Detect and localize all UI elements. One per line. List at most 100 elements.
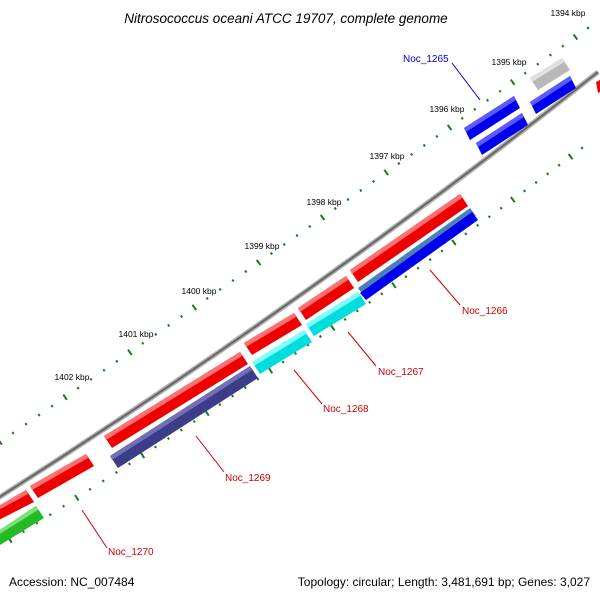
minor-tick bbox=[88, 487, 92, 491]
minor-tick bbox=[295, 233, 299, 238]
kbp-label: 1398 kbp bbox=[307, 197, 342, 207]
callout-line bbox=[81, 509, 108, 549]
minor-tick bbox=[218, 403, 222, 407]
major-tick bbox=[74, 494, 80, 502]
minor-tick bbox=[76, 386, 80, 390]
minor-tick bbox=[473, 107, 477, 111]
minor-tick bbox=[410, 152, 414, 156]
major-tick bbox=[509, 79, 516, 86]
minor-tick bbox=[561, 44, 565, 48]
minor-tick bbox=[48, 513, 52, 517]
minor-tick bbox=[359, 188, 363, 193]
minor-tick bbox=[11, 431, 15, 435]
minor-tick bbox=[333, 206, 337, 211]
major-tick bbox=[139, 452, 146, 459]
tick-rings bbox=[0, 26, 590, 544]
minor-tick bbox=[534, 180, 538, 184]
minor-tick bbox=[179, 428, 183, 432]
minor-tick bbox=[422, 143, 426, 147]
minor-tick bbox=[141, 341, 145, 345]
minor-tick bbox=[499, 206, 503, 210]
gene-label-noc-1268: Noc_1268 bbox=[323, 404, 369, 415]
major-tick bbox=[0, 440, 3, 446]
callout-line bbox=[293, 369, 323, 405]
minor-tick bbox=[308, 224, 312, 229]
minor-tick bbox=[546, 172, 550, 176]
major-tick bbox=[191, 304, 198, 311]
minor-tick bbox=[282, 242, 286, 247]
gene-feature-red-1 bbox=[350, 194, 468, 282]
gene-feature-noc-1265-a bbox=[464, 96, 520, 140]
genome-summary-text: Topology: circular; Length: 3,481,691 bp… bbox=[298, 575, 591, 589]
minor-tick bbox=[343, 317, 347, 321]
kbp-label: 1394 kbp bbox=[551, 8, 586, 18]
gene-feature-noc-1270 bbox=[0, 506, 44, 545]
major-tick bbox=[391, 282, 397, 289]
minor-tick bbox=[435, 134, 439, 138]
minor-tick bbox=[523, 71, 527, 75]
minor-tick bbox=[476, 223, 480, 227]
callout-line bbox=[347, 331, 377, 367]
minor-tick bbox=[522, 189, 527, 193]
minor-tick bbox=[557, 163, 561, 167]
minor-tick bbox=[231, 394, 235, 398]
minor-tick bbox=[586, 26, 590, 30]
kbp-label: 1400 kbp bbox=[182, 286, 217, 296]
gene-feature-noc-1267 bbox=[306, 292, 366, 336]
minor-tick bbox=[371, 179, 376, 183]
gene-feature-noc-1264 bbox=[530, 58, 570, 90]
gene-feature-noc-1266 bbox=[358, 208, 478, 300]
gene-feature-noc-1265-b bbox=[530, 76, 576, 114]
callout-line bbox=[195, 435, 225, 473]
minor-tick bbox=[355, 309, 359, 313]
minor-tick bbox=[244, 269, 248, 274]
minor-tick bbox=[397, 161, 401, 165]
minor-tick bbox=[102, 368, 106, 372]
minor-tick bbox=[269, 251, 273, 256]
gene-feature-red-6 bbox=[0, 490, 34, 520]
kbp-label: 1396 kbp bbox=[430, 104, 465, 114]
minor-tick bbox=[416, 266, 420, 270]
minor-tick bbox=[580, 146, 584, 150]
gene-label-noc-1267: Noc_1267 bbox=[378, 367, 424, 378]
major-tick bbox=[383, 169, 389, 176]
callout-line bbox=[429, 269, 461, 306]
minor-tick bbox=[166, 436, 170, 441]
gene-label-noc-1266: Noc_1266 bbox=[462, 306, 508, 317]
minor-tick bbox=[192, 419, 196, 424]
gene-feature-red-4 bbox=[104, 352, 248, 448]
minor-tick bbox=[536, 62, 540, 66]
gene-feature-red-5 bbox=[30, 454, 94, 498]
minor-tick bbox=[21, 529, 25, 534]
minor-tick bbox=[368, 300, 372, 304]
minor-tick bbox=[62, 504, 66, 508]
minor-tick bbox=[89, 377, 93, 381]
minor-tick bbox=[115, 359, 119, 363]
minor-tick bbox=[281, 360, 285, 364]
minor-tick bbox=[440, 249, 444, 253]
gene-label-noc-1269: Noc_1269 bbox=[225, 473, 271, 484]
minor-tick bbox=[548, 53, 552, 57]
minor-tick bbox=[380, 292, 384, 296]
major-tick bbox=[451, 239, 457, 246]
minor-tick bbox=[205, 296, 209, 300]
kbp-label: 1399 kbp bbox=[245, 241, 280, 251]
kbp-label: 1401 kbp bbox=[119, 329, 154, 339]
minor-tick bbox=[37, 413, 41, 417]
minor-tick bbox=[256, 377, 260, 381]
major-tick bbox=[330, 324, 336, 332]
major-tick bbox=[446, 124, 453, 131]
minor-tick bbox=[154, 332, 158, 336]
minor-tick bbox=[498, 89, 502, 93]
minor-tick bbox=[460, 116, 464, 120]
gene-feature-noc-1265-c bbox=[476, 113, 528, 155]
gene-label-noc-1265: Noc_1265 bbox=[403, 54, 449, 65]
major-tick bbox=[127, 349, 133, 356]
gene-label-noc-1270: Noc_1270 bbox=[108, 547, 154, 558]
minor-tick bbox=[464, 232, 468, 236]
major-tick bbox=[62, 394, 68, 401]
minor-tick bbox=[218, 287, 222, 291]
kbp-label: 1402 kbp bbox=[55, 372, 90, 382]
